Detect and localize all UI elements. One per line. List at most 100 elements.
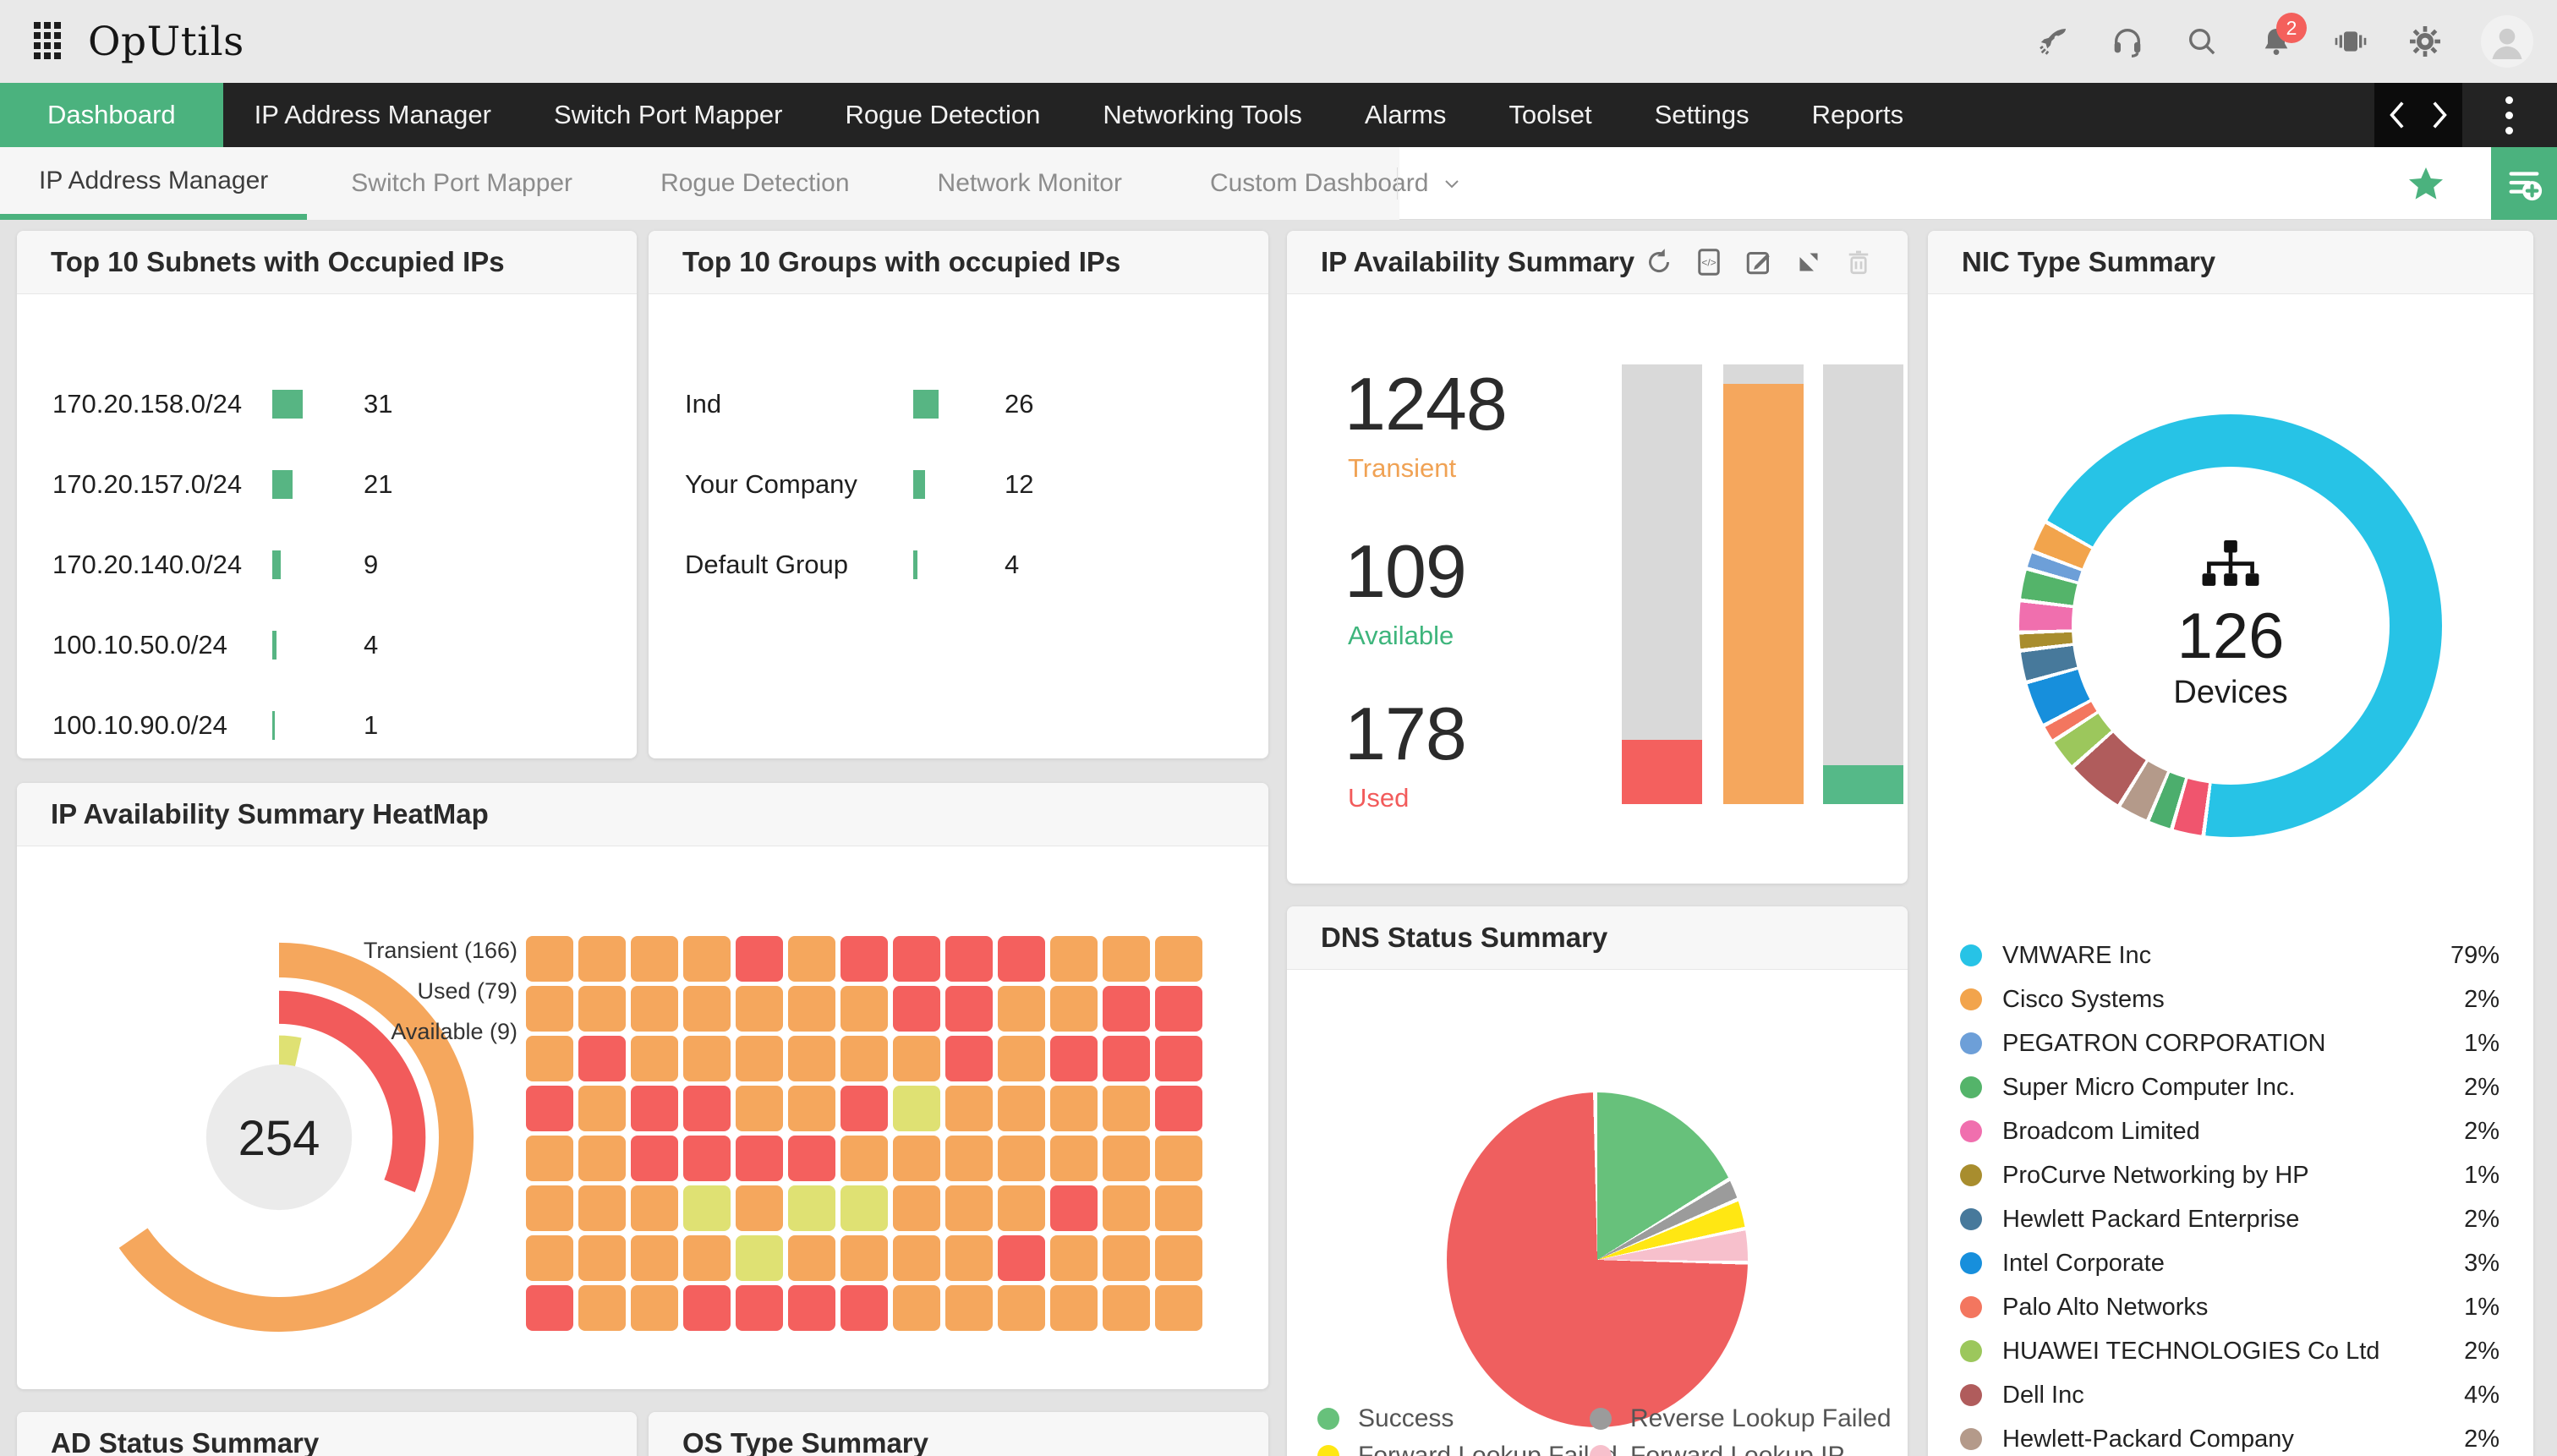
row-label[interactable]: 170.20.157.0/24 [52, 468, 243, 499]
heatmap-cell[interactable] [736, 1285, 783, 1331]
heatmap-cell[interactable] [1050, 1036, 1098, 1081]
subtab-custom-dashboard[interactable]: Custom Dashboard [1166, 147, 1506, 220]
user-avatar[interactable] [2481, 15, 2533, 68]
heatmap-cell[interactable] [893, 1285, 940, 1331]
heatmap-cell[interactable] [1103, 986, 1150, 1032]
subtab-switch-port-mapper[interactable]: Switch Port Mapper [307, 147, 616, 220]
legend-item[interactable]: Cisco Systems 2% [1960, 977, 2500, 1021]
heatmap-cell[interactable] [631, 1185, 678, 1231]
heatmap-cell[interactable] [683, 1086, 731, 1131]
heatmap-cell[interactable] [1050, 1285, 1098, 1331]
heatmap-cell[interactable] [683, 1285, 731, 1331]
nav-tab-ip-address-manager[interactable]: IP Address Manager [254, 100, 491, 129]
embed-widget-icon[interactable]: </> [1694, 247, 1724, 277]
heatmap-cell[interactable] [998, 1136, 1045, 1181]
heatmap-cell[interactable] [840, 1285, 888, 1331]
legend-item[interactable]: HUAWEI TECHNOLOGIES Co Ltd 2% [1960, 1329, 2500, 1373]
heatmap-cell[interactable] [1103, 1235, 1150, 1281]
heatmap-cell[interactable] [631, 1086, 678, 1131]
heatmap-cell[interactable] [893, 1036, 940, 1081]
heatmap-cell[interactable] [1155, 936, 1202, 982]
heatmap-cell[interactable] [578, 1136, 626, 1181]
row-label[interactable]: 170.20.158.0/24 [52, 388, 243, 419]
row-label[interactable]: Default Group [685, 549, 848, 579]
legend-item[interactable]: Dell Inc 4% [1960, 1373, 2500, 1417]
row-label[interactable]: Ind [685, 388, 722, 419]
nav-overflow-menu-icon[interactable] [2479, 83, 2538, 147]
heatmap-cell[interactable] [840, 936, 888, 982]
heatmap-cell[interactable] [998, 936, 1045, 982]
heatmap-cell[interactable] [1103, 1285, 1150, 1331]
nav-tab-reports[interactable]: Reports [1811, 100, 1904, 129]
heatmap-cell[interactable] [578, 1036, 626, 1081]
heatmap-cell[interactable] [998, 1036, 1045, 1081]
heatmap-cell[interactable] [945, 1136, 993, 1181]
heatmap-cell[interactable] [1050, 1136, 1098, 1181]
subtab-rogue-detection[interactable]: Rogue Detection [616, 147, 893, 220]
heatmap-cell[interactable] [578, 986, 626, 1032]
heatmap-cell[interactable] [788, 1185, 835, 1231]
heatmap-cell[interactable] [683, 936, 731, 982]
heatmap-cell[interactable] [945, 936, 993, 982]
nav-scroll-arrows[interactable] [2374, 83, 2462, 147]
heatmap-cell[interactable] [631, 936, 678, 982]
row-label[interactable]: 170.20.140.0/24 [52, 549, 243, 579]
legend-item[interactable]: PEGATRON CORPORATION 1% [1960, 1021, 2500, 1065]
settings-gear-icon[interactable] [2406, 23, 2444, 60]
add-widget-button[interactable] [2491, 147, 2557, 220]
heatmap-cell[interactable] [788, 1235, 835, 1281]
heatmap-cell[interactable] [945, 1036, 993, 1081]
nav-tab-settings[interactable]: Settings [1654, 100, 1749, 129]
heatmap-cell[interactable] [998, 1185, 1045, 1231]
legend-item[interactable]: Success [1317, 1404, 1590, 1433]
heatmap-cell[interactable] [893, 1185, 940, 1231]
row-label[interactable]: 100.10.50.0/24 [52, 629, 227, 660]
heatmap-cell[interactable] [998, 986, 1045, 1032]
heatmap-cell[interactable] [788, 936, 835, 982]
heatmap-cell[interactable] [945, 1185, 993, 1231]
heatmap-cell[interactable] [631, 1235, 678, 1281]
heatmap-cell[interactable] [526, 1136, 573, 1181]
heatmap-cell[interactable] [1155, 1136, 1202, 1181]
legend-item[interactable]: ProCurve Networking by HP 1% [1960, 1153, 2500, 1197]
heatmap-cell[interactable] [998, 1285, 1045, 1331]
legend-item[interactable]: Forward Lookup Failed [1317, 1442, 1618, 1456]
legend-item[interactable]: Broadcom Limited 2% [1960, 1109, 2500, 1153]
heatmap-cell[interactable] [840, 1185, 888, 1231]
heatmap-cell[interactable] [945, 1086, 993, 1131]
heatmap-cell[interactable] [840, 1036, 888, 1081]
subtab-ip-address-manager[interactable]: IP Address Manager [0, 147, 308, 220]
heatmap-cell[interactable] [578, 1285, 626, 1331]
heatmap-cell[interactable] [1155, 1185, 1202, 1231]
heatmap-cell[interactable] [788, 1136, 835, 1181]
heatmap-cell[interactable] [631, 1285, 678, 1331]
nav-tab-switch-port-mapper[interactable]: Switch Port Mapper [553, 100, 783, 129]
heatmap-cell[interactable] [526, 986, 573, 1032]
heatmap-cell[interactable] [893, 936, 940, 982]
heatmap-cell[interactable] [526, 1036, 573, 1081]
heatmap-cell[interactable] [526, 1185, 573, 1231]
refresh-icon[interactable] [1644, 247, 1674, 277]
heatmap-cell[interactable] [840, 1235, 888, 1281]
heatmap-cell[interactable] [526, 1235, 573, 1281]
heatmap-cell[interactable] [840, 1086, 888, 1131]
legend-item[interactable]: Intel Corporate 3% [1960, 1241, 2500, 1285]
heatmap-cell[interactable] [998, 1235, 1045, 1281]
heatmap-cell[interactable] [945, 1285, 993, 1331]
getting-started-rocket-icon[interactable] [2034, 23, 2072, 60]
heatmap-cell[interactable] [526, 1285, 573, 1331]
heatmap-cell[interactable] [578, 1185, 626, 1231]
legend-item[interactable]: Reverse Lookup Failed [1590, 1404, 1892, 1433]
heatmap-cell[interactable] [1155, 1235, 1202, 1281]
heatmap-cell[interactable] [736, 1185, 783, 1231]
legend-item[interactable]: VMWARE Inc 79% [1960, 933, 2500, 977]
legend-item[interactable]: Hewlett-Packard Company 2% [1960, 1417, 2500, 1456]
heatmap-cell[interactable] [526, 936, 573, 982]
nav-tab-toolset[interactable]: Toolset [1508, 100, 1592, 129]
mobile-access-icon[interactable] [2332, 23, 2369, 60]
heatmap-cell[interactable] [840, 986, 888, 1032]
heatmap-cell[interactable] [893, 1086, 940, 1131]
heatmap-cell[interactable] [631, 1036, 678, 1081]
heatmap-cell[interactable] [578, 1086, 626, 1131]
heatmap-cell[interactable] [736, 1086, 783, 1131]
